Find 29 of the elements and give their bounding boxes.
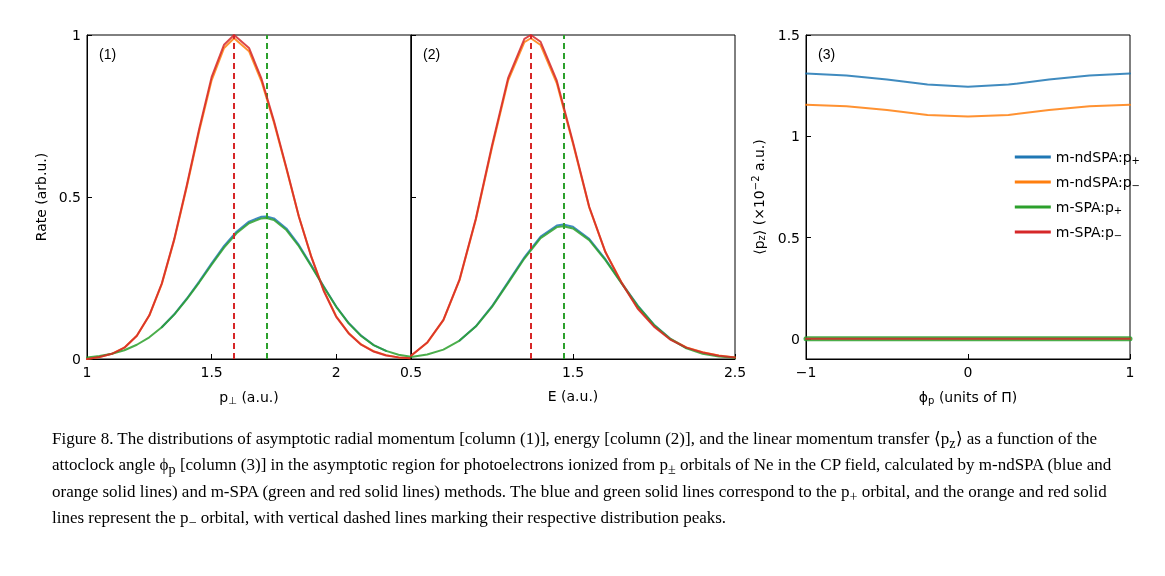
y-tick-label: 0.5 bbox=[58, 189, 81, 205]
x-tick-label: 1 bbox=[82, 364, 92, 380]
y-tick-label: 0.5 bbox=[777, 229, 800, 246]
legend-label: m-SPA:p+ bbox=[1055, 199, 1123, 216]
x-tick-label: −1 bbox=[795, 364, 817, 380]
x-tick-label: 1.5 bbox=[200, 364, 223, 380]
annotation: (2) bbox=[423, 46, 441, 62]
annotation: (3) bbox=[818, 46, 836, 62]
y-tick-label: 0 bbox=[72, 351, 81, 367]
x-axis-title: ϕp (units of Π) bbox=[918, 389, 1018, 406]
y-axis-title: Rate (arb.u.) bbox=[32, 152, 49, 242]
y-axis-title: ⟨pz⟩ (×10−2 a.u.) bbox=[750, 139, 768, 255]
legend-label: m-ndSPA:p+ bbox=[1055, 149, 1141, 166]
x-axis-title: E (a.u.) bbox=[547, 388, 599, 404]
x-tick-label: 2 bbox=[331, 364, 341, 380]
annotation: (1) bbox=[99, 46, 117, 62]
x-tick-label: 1 bbox=[1125, 364, 1135, 380]
legend-label: m-SPA:p− bbox=[1055, 224, 1123, 241]
y-tick-label: 1.5 bbox=[777, 27, 800, 43]
x-axis-title: p⊥ (a.u.) bbox=[219, 389, 279, 406]
y-tick-label: 0 bbox=[791, 330, 800, 347]
legend-label: m-ndSPA:p− bbox=[1055, 174, 1141, 191]
x-tick-label: 2.5 bbox=[723, 364, 747, 380]
y-tick-label: 1 bbox=[791, 128, 800, 145]
x-tick-label: 0 bbox=[963, 364, 973, 380]
y-tick-label: 1 bbox=[72, 27, 81, 43]
x-tick-label: 0.5 bbox=[399, 364, 423, 380]
text: Figure 8. The distributions of asymptotic radial momentum [column (1)], energy [column (2)], and the linear momentum transfer ⟨p$_{z}$⟩ as a function of the attoclock angle ϕ$_{p}$ [column (3)] in the asymptotic region for photoelectrons ionized from p$_{±}$ orbitals of Ne in the CP field, calculated by m-ndSPA (blue and orange solid lines) and m-SPA (green and red solid lines) methods. The blue and green solid lines correspond to the p$_{+}$ orbital, and the orange and red solid lines represent the p$_{−}$ orbital, with vertical dashed lines marking their respective distribution peaks. bbox=[52, 429, 1112, 531]
x-tick-label: 1.5 bbox=[561, 364, 585, 380]
